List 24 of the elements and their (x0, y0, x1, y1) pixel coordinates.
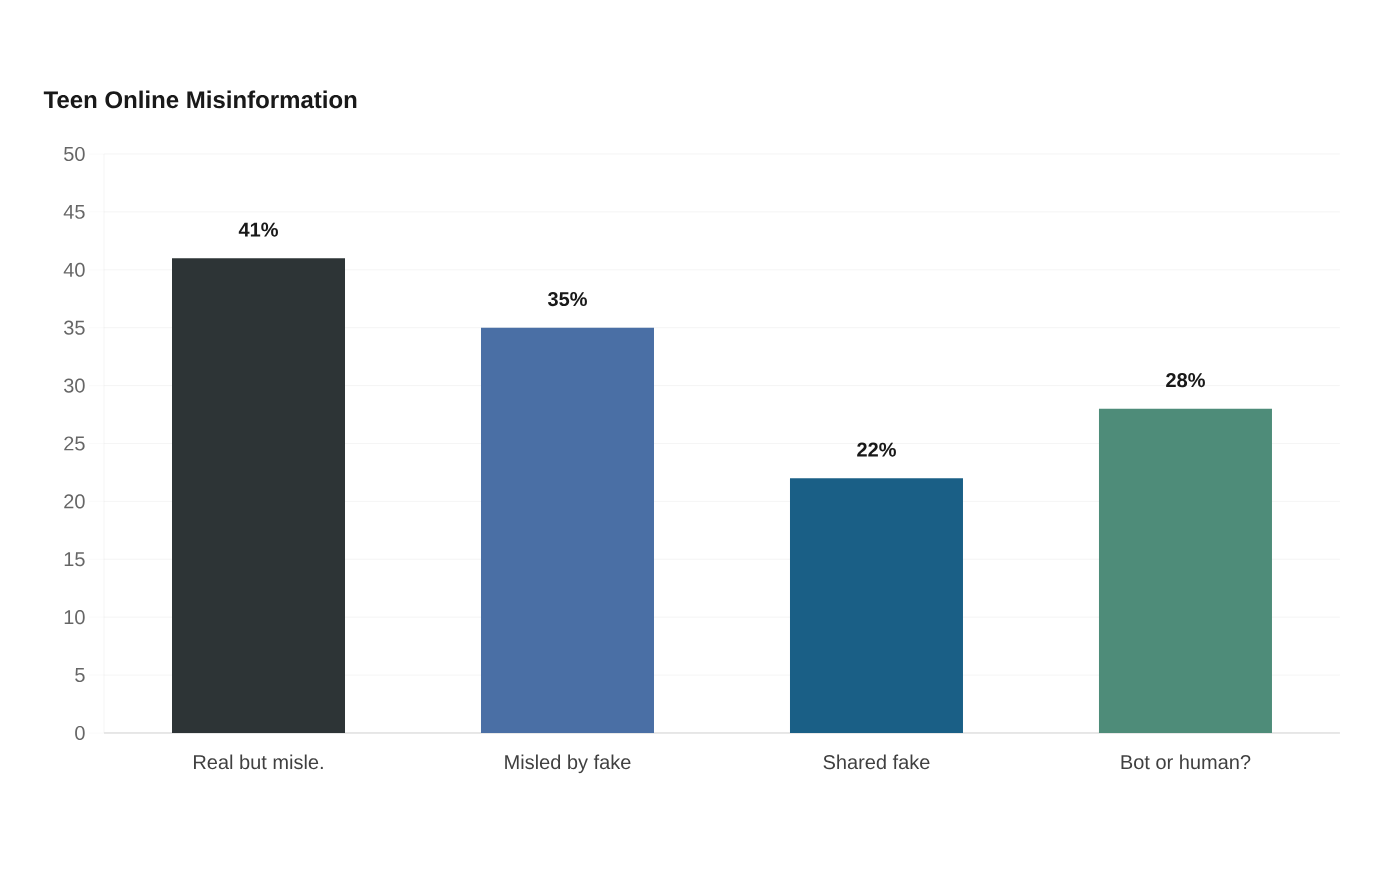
data-label: 35% (547, 291, 587, 307)
y-tick-label: 25 (64, 436, 85, 451)
y-tick-label: 50 (64, 146, 85, 162)
bar (1098, 408, 1272, 733)
data-label: 28% (1166, 373, 1205, 388)
y-tick-label: 40 (63, 262, 85, 277)
y-tick-label: 0 (75, 725, 85, 741)
y-tick-label: 35 (64, 320, 85, 335)
bar (481, 327, 654, 733)
y-tick-label: 20 (64, 494, 85, 509)
y-tick-label: 10 (64, 610, 85, 625)
x-tick-label: Bot or human? (1121, 754, 1251, 770)
bar (172, 258, 346, 733)
x-tick-label: Misled by fake (505, 754, 631, 774)
data-label: 22% (857, 442, 896, 457)
x-tick-label: Real but misle. (194, 754, 323, 770)
bar (789, 478, 963, 733)
y-tick-label: 5 (75, 668, 85, 683)
x-tick-label: Shared fake (823, 754, 930, 770)
chart-title: Teen Online Misinformation (43, 90, 357, 109)
y-tick-label: 15 (64, 552, 85, 567)
data-label: 41% (238, 222, 278, 237)
y-tick-label: 30 (64, 378, 85, 393)
y-tick-label: 45 (63, 204, 85, 219)
